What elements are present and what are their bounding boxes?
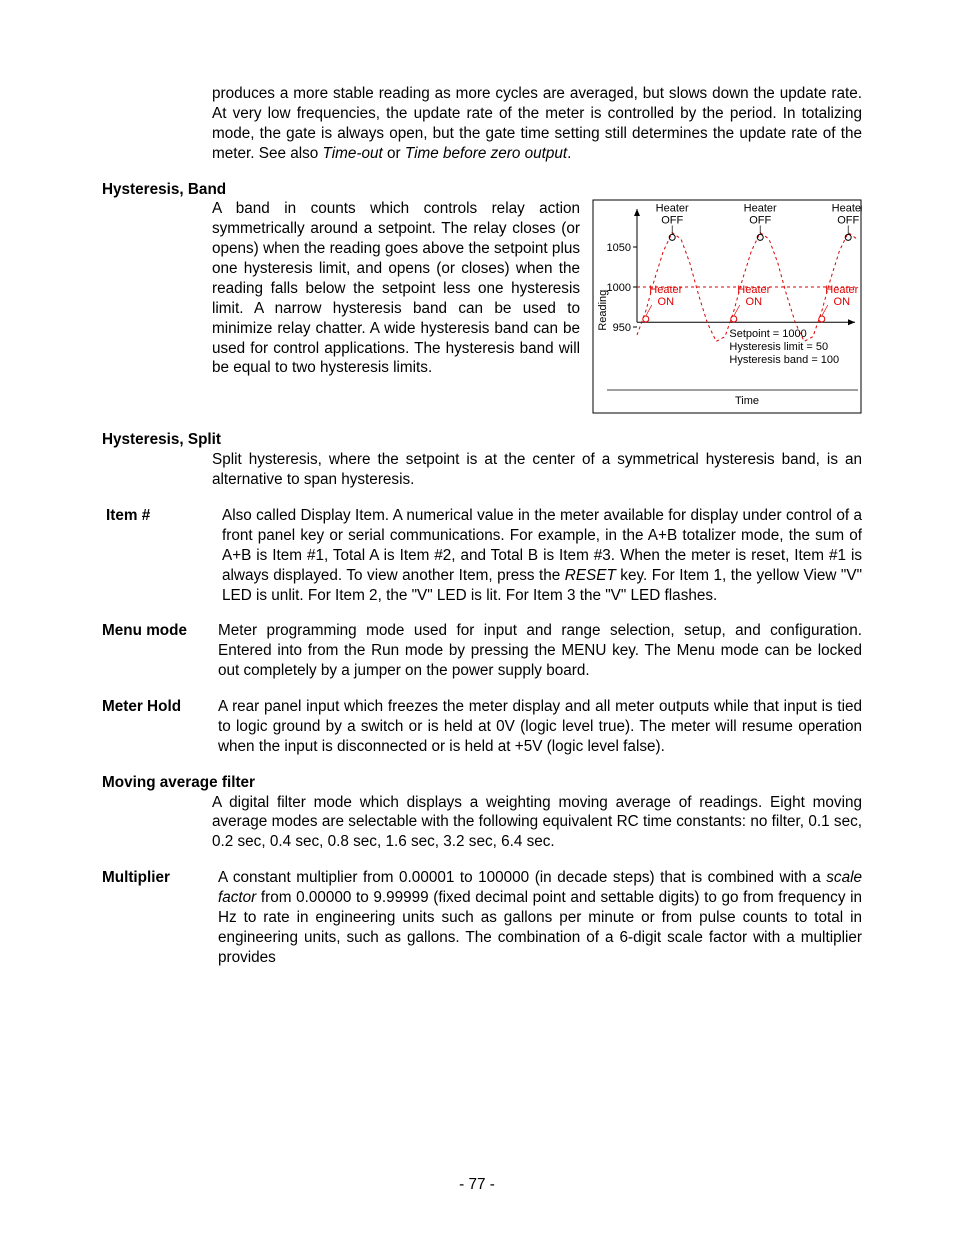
svg-text:950: 950 [613,322,631,334]
svg-text:ON: ON [834,296,851,308]
multiplier-def: A constant multiplier from 0.00001 to 10… [218,868,862,967]
meter-hold-def: A rear panel input which freezes the met… [218,697,862,757]
hysteresis-chart: 10501000950ReadingTimeHeaterOFFHeaterOFF… [592,199,862,414]
hysteresis-band-def: A band in counts which controls relay ac… [212,199,580,378]
hysteresis-split-entry: Hysteresis, Split Split hysteresis, wher… [102,430,862,490]
svg-text:Hysteresis limit = 50: Hysteresis limit = 50 [729,342,828,354]
svg-text:Heater: Heater [825,284,858,296]
svg-text:Setpoint = 1000: Setpoint = 1000 [729,329,806,341]
hysteresis-band-term: Hysteresis, Band [102,180,862,200]
svg-text:OFF: OFF [837,215,859,227]
multiplier-part2: from 0.00000 to 9.99999 (fixed decimal p… [218,889,862,966]
item-reset: RESET [565,567,616,584]
menu-mode-term: Menu mode [102,621,218,681]
svg-text:Heater: Heater [737,284,770,296]
moving-avg-def: A digital filter mode which displays a w… [212,793,862,853]
svg-text:Heater: Heater [832,203,862,215]
hysteresis-band-entry: Hysteresis, Band A band in counts which … [102,180,862,415]
page: produces a more stable reading as more c… [0,0,954,1235]
multiplier-entry: Multiplier A constant multiplier from 0.… [102,868,862,967]
hysteresis-split-def: Split hysteresis, where the setpoint is … [212,450,862,490]
moving-avg-entry: Moving average filter A digital filter m… [102,773,862,853]
svg-text:1000: 1000 [607,282,631,294]
svg-text:Reading: Reading [597,290,609,331]
multiplier-term: Multiplier [102,868,218,967]
svg-text:Hysteresis band = 100: Hysteresis band = 100 [729,355,839,367]
svg-text:ON: ON [658,296,675,308]
intro-period: . [567,145,571,162]
item-def: Also called Display Item. A numerical va… [222,506,862,605]
intro-timebefore: Time before zero output [405,145,567,162]
svg-text:OFF: OFF [661,215,683,227]
hysteresis-split-term: Hysteresis, Split [102,430,862,450]
item-entry: Item # Also called Display Item. A numer… [102,506,862,605]
moving-avg-term: Moving average filter [102,773,862,793]
svg-text:OFF: OFF [749,215,771,227]
page-number: - 77 - [0,1175,954,1195]
svg-text:Heater: Heater [649,284,682,296]
svg-text:1050: 1050 [607,242,631,254]
svg-text:Heater: Heater [744,203,777,215]
multiplier-part1: A constant multiplier from 0.00001 to 10… [218,869,826,886]
intro-or: or [383,145,405,162]
svg-text:Heater: Heater [656,203,689,215]
meter-hold-entry: Meter Hold A rear panel input which free… [102,697,862,757]
svg-text:ON: ON [746,296,763,308]
intro-paragraph: produces a more stable reading as more c… [212,84,862,164]
menu-mode-entry: Menu mode Meter programming mode used fo… [102,621,862,681]
svg-text:Time: Time [735,395,759,407]
menu-mode-def: Meter programming mode used for input an… [218,621,862,681]
intro-timeout: Time-out [323,145,383,162]
item-term: Item # [102,506,222,605]
meter-hold-term: Meter Hold [102,697,218,757]
